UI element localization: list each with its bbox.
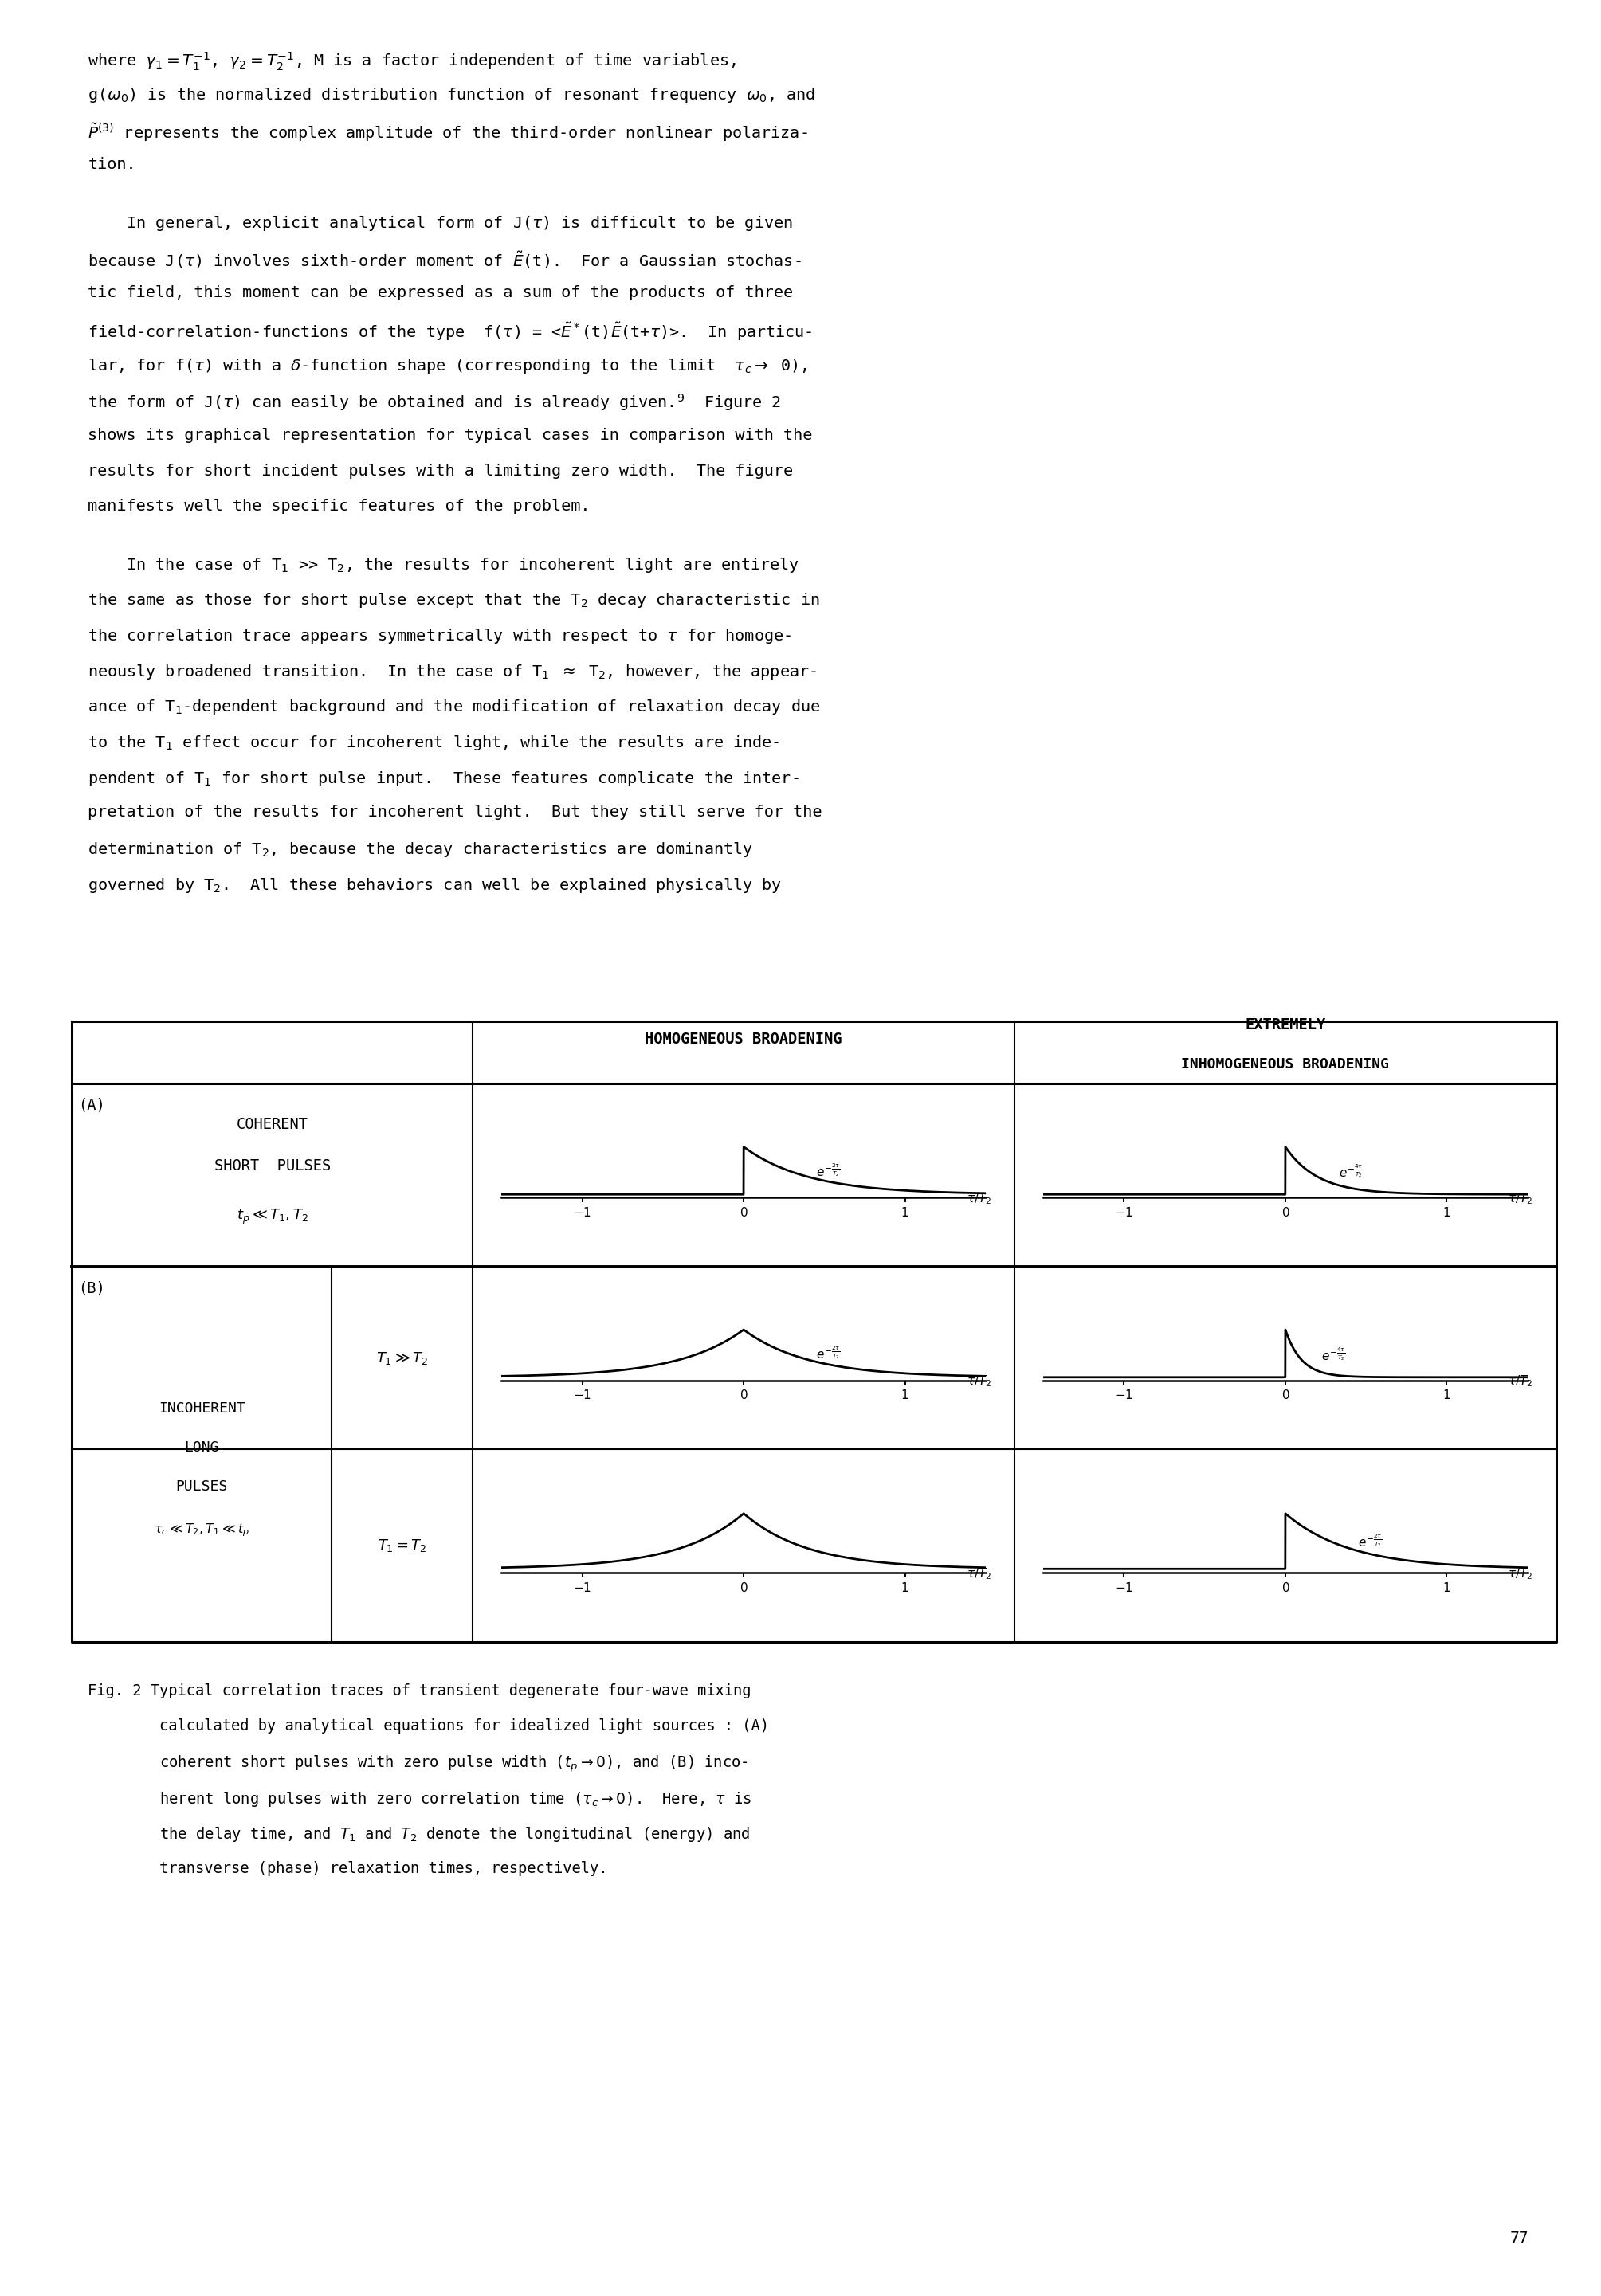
Text: 77: 77 — [1510, 2229, 1529, 2245]
Text: the correlation trace appears symmetrically with respect to $\tau$ for homoge-: the correlation trace appears symmetrica… — [88, 627, 792, 645]
Text: EXTREMELY: EXTREMELY — [1246, 1017, 1326, 1033]
Text: herent long pulses with zero correlation time ($\tau_c \rightarrow 0$).  Here, $: herent long pulses with zero correlation… — [88, 1791, 752, 1807]
Text: $\tau/T_2$: $\tau/T_2$ — [967, 1373, 991, 1389]
Text: $T_1 \gg T_2$: $T_1 \gg T_2$ — [376, 1350, 427, 1366]
Text: $e^{-\frac{4\tau}{T_2}}$: $e^{-\frac{4\tau}{T_2}}$ — [1321, 1345, 1346, 1364]
Text: tion.: tion. — [88, 156, 136, 172]
Text: lar, for f($\tau$) with a $\delta$-function shape (corresponding to the limit  $: lar, for f($\tau$) with a $\delta$-funct… — [88, 356, 807, 374]
Text: $t_p \ll T_1, T_2$: $t_p \ll T_1, T_2$ — [237, 1208, 309, 1226]
Text: SHORT  PULSES: SHORT PULSES — [215, 1159, 331, 1173]
Text: neously broadened transition.  In the case of T$_1$ $\approx$ T$_2$, however, th: neously broadened transition. In the cas… — [88, 664, 817, 682]
Text: because J($\tau$) involves sixth-order moment of $\tilde{E}$(t).  For a Gaussian: because J($\tau$) involves sixth-order m… — [88, 250, 802, 271]
Text: tic field, this moment can be expressed as a sum of the products of three: tic field, this moment can be expressed … — [88, 285, 794, 301]
Text: results for short incident pulses with a limiting zero width.  The figure: results for short incident pulses with a… — [88, 464, 794, 478]
Text: HOMOGENEOUS BROADENING: HOMOGENEOUS BROADENING — [645, 1031, 842, 1047]
Text: INHOMOGENEOUS BROADENING: INHOMOGENEOUS BROADENING — [1182, 1056, 1390, 1072]
Text: g($\omega_0$) is the normalized distribution function of resonant frequency $\om: g($\omega_0$) is the normalized distribu… — [88, 85, 817, 103]
Text: INCOHERENT: INCOHERENT — [158, 1401, 245, 1414]
Text: $\tau/T_2$: $\tau/T_2$ — [967, 1566, 991, 1582]
Text: the form of J($\tau$) can easily be obtained and is already given.$^9$  Figure 2: the form of J($\tau$) can easily be obta… — [88, 393, 781, 413]
Text: the delay time, and $T_1$ and $T_2$ denote the longitudinal (energy) and: the delay time, and $T_1$ and $T_2$ deno… — [88, 1825, 751, 1844]
Text: determination of T$_2$, because the decay characteristics are dominantly: determination of T$_2$, because the deca… — [88, 840, 754, 859]
Text: (B): (B) — [78, 1281, 106, 1295]
Text: pretation of the results for incoherent light.  But they still serve for the: pretation of the results for incoherent … — [88, 806, 823, 820]
Text: $e^{-\frac{2\tau}{T_2}}$: $e^{-\frac{2\tau}{T_2}}$ — [817, 1345, 841, 1362]
Text: transverse (phase) relaxation times, respectively.: transverse (phase) relaxation times, res… — [88, 1862, 608, 1876]
Text: $\tau/T_2$: $\tau/T_2$ — [1508, 1566, 1532, 1582]
Text: $e^{-\frac{2\tau}{T_2}}$: $e^{-\frac{2\tau}{T_2}}$ — [1358, 1534, 1382, 1550]
Text: where $\gamma_1 = T_1^{-1}$, $\gamma_2 = T_2^{-1}$, M is a factor independent of: where $\gamma_1 = T_1^{-1}$, $\gamma_2 =… — [88, 51, 736, 73]
Text: In the case of T$_1$ >> T$_2$, the results for incoherent light are entirely: In the case of T$_1$ >> T$_2$, the resul… — [88, 556, 799, 574]
Text: (A): (A) — [78, 1097, 106, 1114]
Text: COHERENT: COHERENT — [237, 1118, 309, 1132]
Text: to the T$_1$ effect occur for incoherent light, while the results are inde-: to the T$_1$ effect occur for incoherent… — [88, 735, 780, 753]
Text: In general, explicit analytical form of J($\tau$) is difficult to be given: In general, explicit analytical form of … — [88, 214, 792, 232]
Text: LONG: LONG — [184, 1440, 219, 1453]
Text: $e^{-\frac{4\tau}{T_2}}$: $e^{-\frac{4\tau}{T_2}}$ — [1338, 1164, 1362, 1180]
Text: governed by T$_2$.  All these behaviors can well be explained physically by: governed by T$_2$. All these behaviors c… — [88, 877, 783, 895]
Text: $\tau/T_2$: $\tau/T_2$ — [967, 1192, 991, 1205]
Text: $e^{-\frac{2\tau}{T_2}}$: $e^{-\frac{2\tau}{T_2}}$ — [817, 1162, 841, 1178]
Text: coherent short pulses with zero pulse width ($t_p \rightarrow 0$), and (B) inco-: coherent short pulses with zero pulse wi… — [88, 1754, 749, 1775]
Text: Fig. 2 Typical correlation traces of transient degenerate four-wave mixing: Fig. 2 Typical correlation traces of tra… — [88, 1683, 751, 1699]
Text: pendent of T$_1$ for short pulse input.  These features complicate the inter-: pendent of T$_1$ for short pulse input. … — [88, 769, 799, 788]
Text: field-correlation-functions of the type  f($\tau$) = <$\tilde{E}^*$(t)$\tilde{E}: field-correlation-functions of the type … — [88, 321, 813, 342]
Text: PULSES: PULSES — [176, 1479, 227, 1492]
Text: the same as those for short pulse except that the T$_2$ decay characteristic in: the same as those for short pulse except… — [88, 592, 820, 611]
Text: $\tau_c \ll T_2, T_1 \ll t_p$: $\tau_c \ll T_2, T_1 \ll t_p$ — [154, 1522, 250, 1538]
Text: $\tau/T_2$: $\tau/T_2$ — [1508, 1192, 1532, 1205]
Text: $\tau/T_2$: $\tau/T_2$ — [1508, 1373, 1532, 1389]
Text: manifests well the specific features of the problem.: manifests well the specific features of … — [88, 498, 591, 514]
Text: $T_1 = T_2$: $T_1 = T_2$ — [378, 1538, 427, 1554]
Text: shows its graphical representation for typical cases in comparison with the: shows its graphical representation for t… — [88, 427, 813, 443]
Text: calculated by analytical equations for idealized light sources : (A): calculated by analytical equations for i… — [88, 1717, 770, 1733]
Text: ance of T$_1$-dependent background and the modification of relaxation decay due: ance of T$_1$-dependent background and t… — [88, 698, 821, 716]
Text: $\tilde{P}^{(3)}$ represents the complex amplitude of the third-order nonlinear : $\tilde{P}^{(3)}$ represents the complex… — [88, 122, 809, 142]
